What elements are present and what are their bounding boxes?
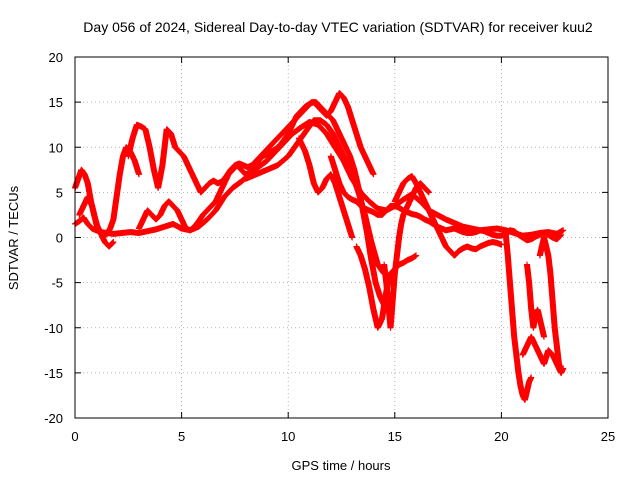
y-tick-label: -20 — [44, 411, 63, 426]
x-tick-label: 15 — [388, 429, 402, 444]
plus-marker-track — [72, 144, 142, 239]
x-tick-label: 0 — [71, 429, 78, 444]
y-tick-label: 10 — [49, 140, 63, 155]
y-tick-label: -15 — [44, 366, 63, 381]
plus-marker-track — [242, 117, 388, 277]
satellite-track — [391, 173, 505, 259]
x-tick-label: 5 — [178, 429, 185, 444]
satellite-track — [76, 193, 117, 250]
plus-marker-track — [391, 173, 505, 259]
chart-title: Day 056 of 2024, Sidereal Day-to-day VTE… — [83, 19, 593, 35]
satellite-track — [381, 180, 432, 331]
y-tick-label: 20 — [49, 50, 63, 65]
plus-marker-track — [76, 193, 117, 250]
satellite-track — [536, 234, 565, 376]
satellite-track — [136, 90, 377, 234]
y-tick-label: 15 — [49, 95, 63, 110]
plot-frame — [74, 56, 609, 419]
axis-ticks: 0 5 10 15 20 25 -20 -15 -10 -5 0 5 10 15 20 — [44, 50, 615, 444]
data-points — [72, 90, 567, 403]
x-tick-label: 25 — [601, 429, 615, 444]
satellite-track — [295, 135, 356, 241]
satellite-track — [72, 144, 142, 239]
plus-marker-track — [295, 135, 356, 241]
satellite-track — [242, 117, 388, 277]
satellite-track — [502, 230, 535, 403]
y-tick-label: 0 — [56, 231, 63, 246]
y-axis-label: SDTVAR / TECUs — [6, 185, 21, 290]
y-tick-label: 5 — [56, 185, 63, 200]
plus-marker-track — [502, 230, 535, 403]
x-tick-label: 20 — [494, 429, 508, 444]
x-tick-label: 10 — [281, 429, 295, 444]
plus-marker-track — [136, 90, 377, 234]
satellite-track — [524, 261, 547, 340]
plus-marker-track — [536, 234, 565, 376]
y-tick-label: -10 — [44, 321, 63, 336]
x-axis-label: GPS time / hours — [292, 458, 391, 473]
y-tick-label: -5 — [51, 276, 63, 291]
plus-marker-track — [524, 261, 547, 340]
plus-marker-track — [381, 180, 432, 331]
